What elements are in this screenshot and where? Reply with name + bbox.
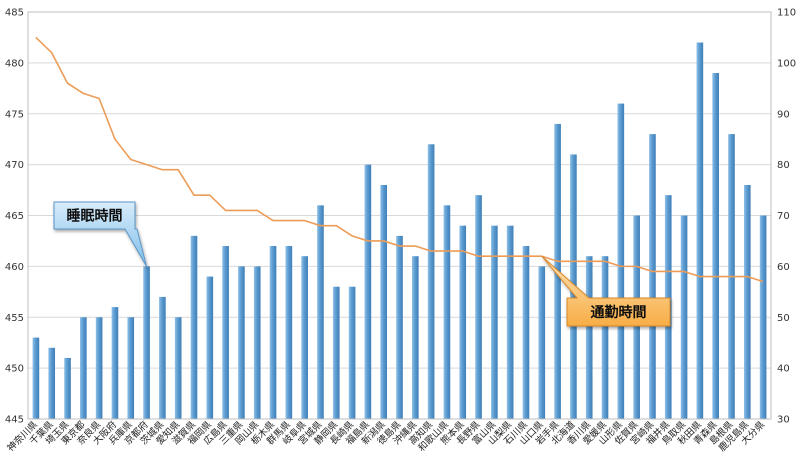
y-left-tick-label: 455 [5,313,24,324]
y-left-tick-label: 450 [5,364,24,375]
y-right-tick-label: 90 [777,109,790,120]
bar [206,276,214,419]
bar [649,134,656,419]
y-right-tick-label: 60 [777,262,790,273]
bar-series [32,42,767,420]
y-right-tick-label: 40 [777,364,790,375]
bar [80,317,87,419]
y-left-tick-label: 460 [5,262,24,273]
y-left-tick-label: 480 [5,58,24,69]
bar [64,357,71,419]
bar [285,246,293,419]
y-left-tick-label: 475 [5,109,24,120]
bar [174,317,182,419]
callout-box [53,201,148,267]
bar [380,184,388,419]
bar [111,307,119,419]
bar [522,246,530,419]
plot-frame [27,11,772,420]
bar [348,286,356,419]
callout: 通勤時間 [541,255,671,327]
bar [190,235,198,419]
bar [585,256,593,419]
bar [475,195,482,419]
bar [396,235,403,419]
bar [617,103,625,419]
bar [269,246,277,419]
bar [159,296,166,419]
line-series [35,36,764,283]
callout-label: 通勤時間 [591,304,647,321]
callout-label: 睡眠時間 [67,208,123,225]
bar [743,184,751,419]
bar [364,164,372,419]
y-right-tick-label: 110 [777,8,796,19]
y-right-tick-label: 100 [777,58,796,69]
y-left-tick-label: 485 [5,8,24,19]
bar [696,42,704,420]
y-right-tick-label: 30 [777,415,790,426]
y-left-tick-label: 465 [5,211,24,222]
bar [238,266,245,419]
y-left-tick-label: 470 [5,160,24,171]
bar [127,317,135,419]
bar [427,144,435,419]
bar [491,225,498,419]
bar [95,317,103,419]
bar [253,266,261,419]
bar [459,225,467,419]
bar [538,266,546,419]
y-left-tick-label: 445 [5,415,24,426]
bar [680,215,688,419]
bar [143,266,150,419]
bar [601,256,609,419]
callout: 睡眠時間 [53,201,148,267]
bar [317,205,324,419]
y-right-tick-label: 70 [777,211,790,222]
bar [712,73,719,420]
bar [759,215,767,419]
bar [301,256,308,419]
y-right-tick-label: 50 [777,313,790,324]
bar [332,286,340,419]
bar [443,205,451,419]
series-line [35,36,764,283]
bar [222,246,229,419]
bar [48,347,56,419]
callout-box [541,255,671,327]
bar [411,256,419,419]
y-right-tick-label: 80 [777,160,790,171]
bar [506,225,514,419]
bar [32,337,40,419]
